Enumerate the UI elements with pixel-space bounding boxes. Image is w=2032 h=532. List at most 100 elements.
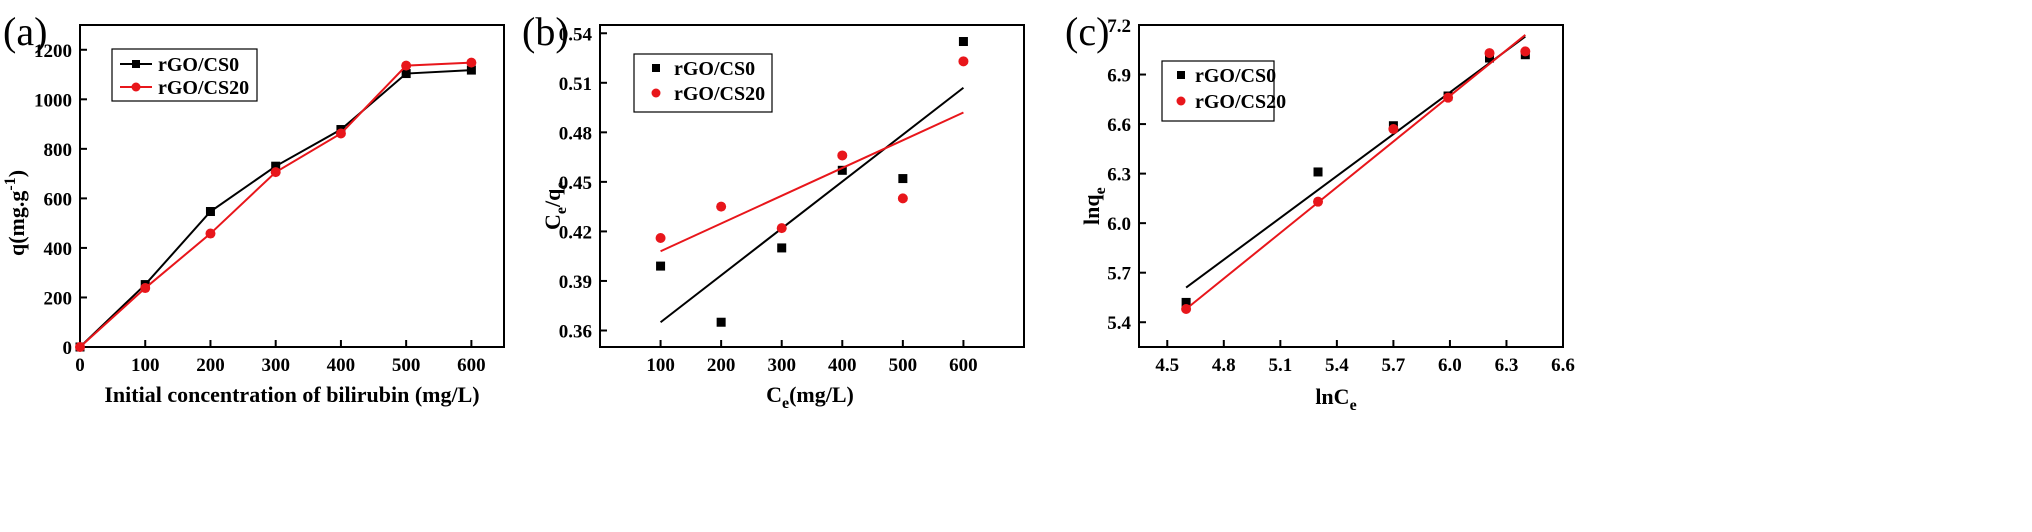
panel-b-point-rgo-cs20 — [655, 233, 666, 244]
panel-c-fit-line-rgo-cs20 — [1185, 34, 1526, 310]
panel-a-point-rgo-cs20 — [466, 57, 477, 68]
panel-a-point-rgo-cs0 — [271, 161, 281, 171]
panel-c-x-tick-label: 4.8 — [1212, 355, 1236, 376]
panel-b-x-tick-label: 300 — [767, 355, 796, 376]
panel-b-langmuir: (b) 100 200 300 400 500 600 0.36 0.39 0.42 0.45 0… — [522, 9, 1025, 412]
panel-a-y-tick-label: 400 — [44, 239, 73, 260]
panel-b-x-tick-label: 100 — [646, 355, 675, 376]
panel-a-series-line-rgo-cs0 — [79, 69, 472, 348]
panel-b-legend-label-rgo-cs20: rGO/CS20 — [674, 83, 765, 105]
panel-b-x-tick-label: 500 — [889, 355, 918, 376]
panel-a-x-tick-label: 400 — [327, 355, 356, 376]
panel-a-label: (a) — [3, 9, 47, 54]
panel-c-legend-label-rgo-cs0: rGO/CS0 — [1195, 65, 1276, 87]
panel-b-y-tick-label: 0.39 — [559, 272, 592, 293]
panel-c-x-tick-label: 6.6 — [1551, 355, 1575, 376]
panel-b-point-rgo-cs20 — [716, 201, 727, 212]
panel-a-x-axis: 0 100 200 300 400 500 600 — [75, 340, 486, 376]
panel-c-fit-line-rgo-cs0 — [1185, 35, 1526, 289]
panel-a-series — [75, 57, 477, 352]
panel-c-point-rgo-cs20 — [1484, 48, 1495, 59]
panel-c-label: (c) — [1065, 9, 1109, 54]
panel-b-x-tick-label: 400 — [828, 355, 857, 376]
panel-a-point-rgo-cs20 — [205, 228, 216, 239]
panel-c-legend: rGO/CS0 rGO/CS20 — [1161, 60, 1286, 122]
panel-c-x-tick-label: 5.1 — [1268, 355, 1292, 376]
panel-a-x-axis-title: Initial concentration of bilirubin (mg/L… — [104, 382, 479, 407]
panel-c-point-rgo-cs0 — [1313, 167, 1323, 177]
panel-a-series-line-rgo-cs20 — [79, 61, 472, 348]
panel-a-point-rgo-cs20 — [401, 60, 412, 71]
panel-b-fit-line-rgo-cs20 — [660, 111, 964, 253]
panel-b-label: (b) — [522, 9, 569, 54]
panel-b-y-tick-label: 0.42 — [559, 222, 592, 243]
panel-c-point-rgo-cs20 — [1313, 196, 1324, 207]
panel-c-point-rgo-cs0 — [1181, 297, 1191, 307]
panel-a-legend-marker-rgo-cs0 — [132, 60, 140, 68]
panel-b-point-rgo-cs0 — [958, 37, 968, 47]
panel-a-x-tick-label: 200 — [196, 355, 225, 376]
panel-a-x-tick-label: 500 — [392, 355, 421, 376]
panel-c-point-rgo-cs20 — [1388, 124, 1399, 135]
panel-a-y-tick-label: 1200 — [34, 41, 72, 62]
panel-c-y-tick-label: 6.6 — [1107, 115, 1131, 136]
panel-a-y-tick-label: 600 — [44, 189, 73, 210]
panel-c-y-tick-label: 6.3 — [1107, 165, 1131, 186]
panel-a-y-axis-title: q(mg.g-1) — [2, 170, 29, 256]
panel-c-x-tick-label: 4.5 — [1155, 355, 1179, 376]
panel-b-y-tick-label: 0.48 — [559, 123, 592, 144]
panel-b-x-tick-label: 600 — [949, 355, 978, 376]
panel-c-y-tick-label: 6.9 — [1107, 66, 1131, 87]
panel-b-x-axis: 100 200 300 400 500 600 — [646, 340, 978, 376]
panel-b-legend: rGO/CS0 rGO/CS20 — [633, 53, 773, 113]
panel-c-x-axis: 4.5 4.8 5.1 5.4 5.7 6.0 6.3 6.6 — [1155, 340, 1575, 376]
panel-a-y-tick-label: 0 — [63, 338, 73, 359]
panel-b-plot-frame — [599, 24, 1025, 348]
panel-b-x-tick-label: 200 — [707, 355, 736, 376]
panel-c-x-axis-title: lnCe — [1315, 384, 1356, 414]
panel-c-point-rgo-cs20 — [1520, 46, 1531, 57]
panel-a-point-rgo-cs0 — [205, 207, 215, 217]
panel-a-legend: rGO/CS0 rGO/CS20 — [111, 48, 258, 102]
panel-c-y-tick-label: 6.0 — [1107, 214, 1131, 235]
panel-a-legend-label-rgo-cs20: rGO/CS20 — [158, 77, 249, 99]
panel-a-isotherm: (a) 0 100 200 300 400 500 600 0 200 400 600 800 100… — [2, 9, 505, 407]
panel-a-x-tick-label: 0 — [75, 355, 85, 376]
panel-b-point-rgo-cs0 — [837, 165, 847, 175]
panel-a-legend-marker-rgo-cs20 — [131, 82, 141, 92]
panel-a-x-tick-label: 100 — [131, 355, 160, 376]
panel-b-legend-marker-rgo-cs20 — [651, 88, 661, 98]
panel-b-point-rgo-cs0 — [716, 317, 726, 327]
panel-a-y-tick-label: 800 — [44, 140, 73, 161]
panel-b-point-rgo-cs20 — [958, 56, 969, 67]
panel-a-y-axis: 0 200 400 600 800 1000 1200 — [34, 41, 87, 359]
panel-a-point-rgo-cs20 — [75, 342, 85, 352]
panel-c-plot-frame — [1138, 24, 1564, 348]
panel-b-fit-line-rgo-cs0 — [659, 86, 965, 324]
panel-a-x-tick-label: 600 — [457, 355, 486, 376]
panel-b-legend-box — [633, 53, 773, 113]
panel-b-series — [655, 37, 969, 327]
panel-b-y-axis-title: Ce/qe — [540, 182, 570, 230]
panel-a-legend-box — [111, 48, 258, 102]
panel-a-plot-frame — [79, 24, 505, 348]
panel-c-legend-marker-rgo-cs20 — [1176, 96, 1186, 106]
panel-c-y-tick-label: 5.7 — [1107, 264, 1131, 285]
panel-a-point-rgo-cs0 — [401, 69, 411, 79]
panel-c-x-tick-label: 5.4 — [1325, 355, 1349, 376]
panel-c-series — [1181, 34, 1531, 315]
panel-b-y-tick-label: 0.36 — [559, 321, 592, 342]
panel-a-x-tick-label: 300 — [261, 355, 290, 376]
panel-b-point-rgo-cs20 — [776, 223, 787, 234]
panel-c-y-tick-label: 7.2 — [1107, 16, 1131, 37]
panel-c-point-rgo-cs20 — [1181, 304, 1192, 315]
panel-c-legend-label-rgo-cs20: rGO/CS20 — [1195, 91, 1286, 113]
panel-c-x-tick-label: 5.7 — [1382, 355, 1406, 376]
panel-c-y-axis-title: lnqe — [1079, 187, 1109, 225]
panel-a-point-rgo-cs0 — [466, 65, 476, 75]
panel-b-y-tick-label: 0.45 — [559, 173, 592, 194]
panel-b-y-tick-label: 0.51 — [559, 74, 592, 95]
panel-c-point-rgo-cs20 — [1443, 92, 1454, 103]
panel-a-y-tick-label: 1000 — [34, 90, 72, 111]
